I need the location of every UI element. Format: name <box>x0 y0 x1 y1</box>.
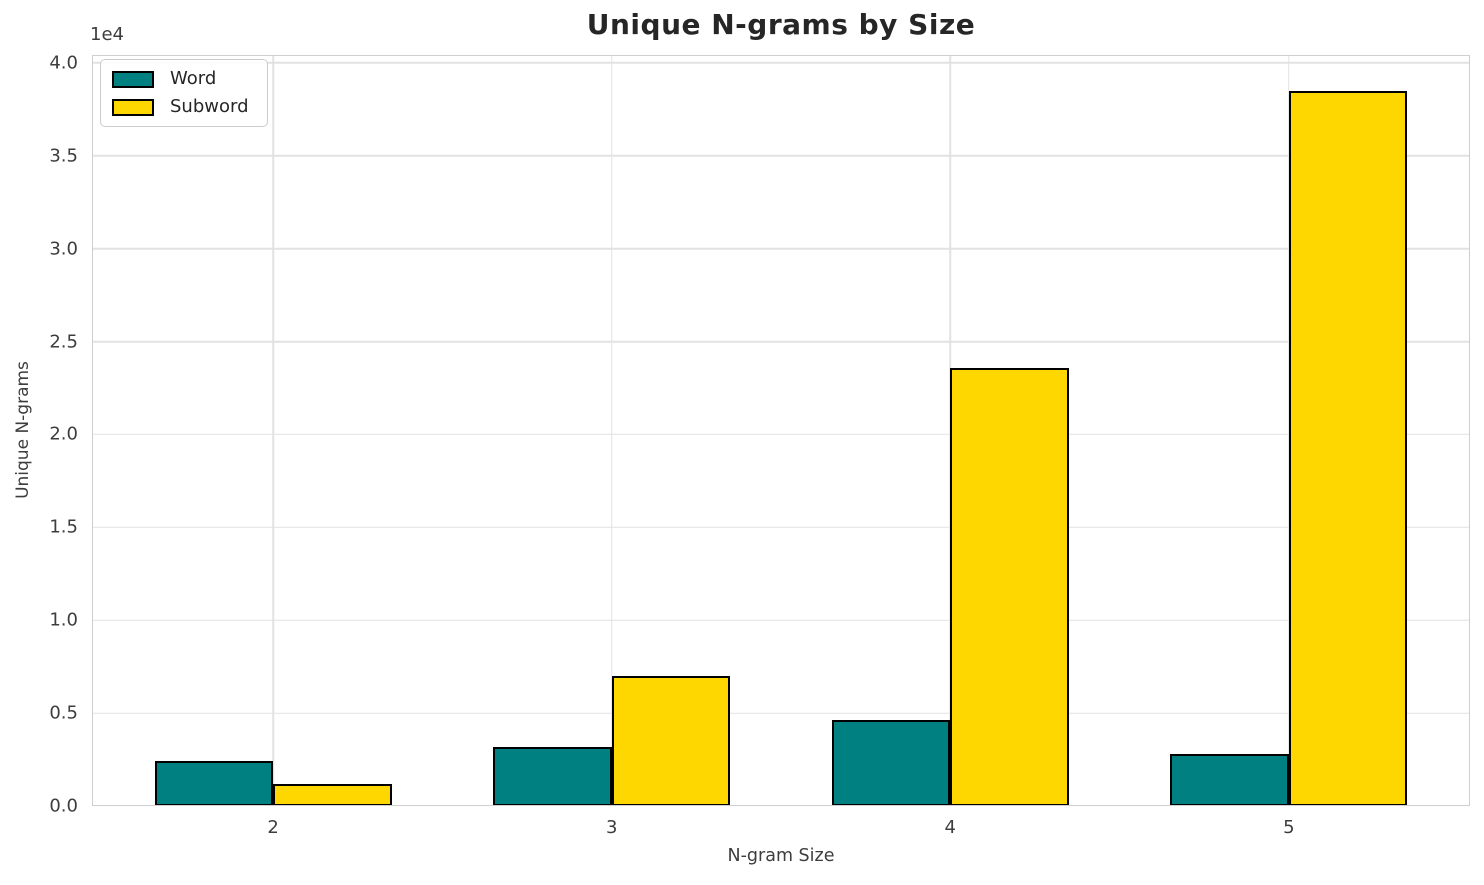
bars-layer <box>92 55 1470 806</box>
legend-item-word: Word <box>112 70 249 88</box>
word-swatch-icon <box>112 70 154 88</box>
gridline-y-4.0 <box>92 62 1470 64</box>
bar-subword-5 <box>1288 90 1408 806</box>
x-tick-label-5: 5 <box>1283 817 1295 838</box>
gridline-y-3.0 <box>92 247 1470 250</box>
gridline-x-3 <box>610 55 613 806</box>
y-tick-label-0.0: 0.0 <box>49 795 78 817</box>
y-tick-label-1.5: 1.5 <box>49 516 78 538</box>
bar-word-2 <box>154 761 274 806</box>
gridline-y-0.5 <box>92 712 1470 714</box>
gridline-y-3.5 <box>92 155 1470 157</box>
bar-word-3 <box>493 746 612 806</box>
legend: Word Subword <box>100 59 268 127</box>
bar-subword-3 <box>611 675 731 806</box>
bar-word-5 <box>1170 753 1289 806</box>
x-axis-label: N-gram Size <box>727 846 835 866</box>
bar-subword-2 <box>273 783 392 806</box>
legend-label-subword: Subword <box>170 96 249 117</box>
x-tick-label-3: 3 <box>605 817 618 838</box>
x-tick-label-4: 4 <box>944 817 957 838</box>
subword-swatch-icon <box>112 98 154 116</box>
chart-title: Unique N-grams by Size <box>586 8 976 41</box>
gridline-x-2 <box>272 55 274 806</box>
y-tick-label-4.0: 4.0 <box>49 52 78 74</box>
plot-area: Word Subword <box>92 55 1470 806</box>
y-tick-label-0.5: 0.5 <box>49 702 78 724</box>
y-tick-label-2.5: 2.5 <box>49 331 78 353</box>
y-axis-offset-text: 1e4 <box>90 24 124 45</box>
bar-word-4 <box>831 719 951 806</box>
x-tick-label-2: 2 <box>267 817 279 838</box>
y-tick-label-1.0: 1.0 <box>49 609 78 631</box>
legend-item-subword: Subword <box>112 98 249 116</box>
bar-subword-4 <box>950 367 1069 806</box>
legend-label-word: Word <box>170 68 217 89</box>
gridline-y-1.5 <box>92 526 1470 529</box>
gridline-y-1.0 <box>92 619 1470 621</box>
y-tick-label-3.5: 3.5 <box>49 145 78 167</box>
y-tick-label-3.0: 3.0 <box>49 238 78 260</box>
y-tick-label-2.0: 2.0 <box>49 423 78 445</box>
gridline-y-2.5 <box>92 340 1470 343</box>
gridline-y-2.0 <box>92 433 1470 436</box>
